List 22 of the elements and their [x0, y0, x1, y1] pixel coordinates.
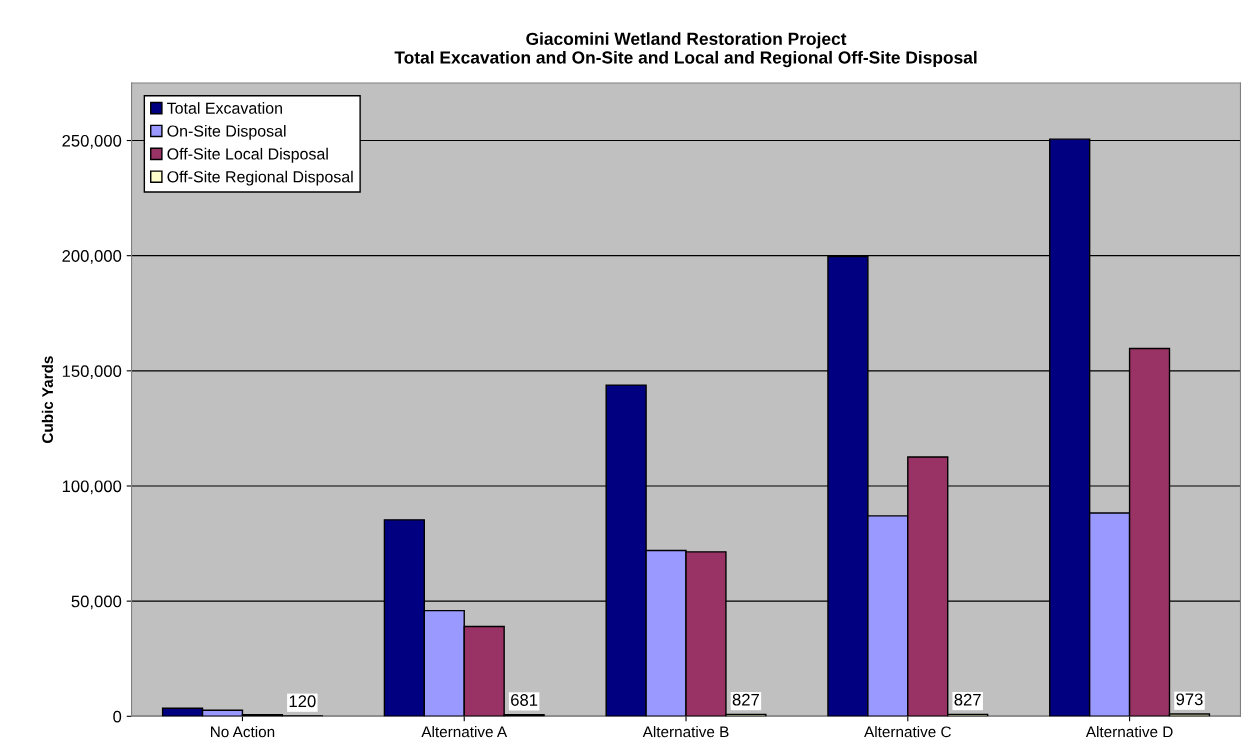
y-tick-label: 150,000: [62, 365, 122, 379]
y-tick-label: 50,000: [71, 595, 122, 610]
y-tick-label: 0: [113, 710, 122, 723]
x-tick-label: Alternative D: [1085, 726, 1173, 738]
y-tick-label: 200,000: [62, 250, 122, 264]
y-tick-label: 100,000: [62, 480, 122, 495]
x-tick-label: No Action: [211, 726, 275, 738]
y-tick-label: 250,000: [62, 134, 122, 149]
legend-label: Off-Site Local Disposal: [167, 147, 328, 163]
data-label: 827: [732, 693, 759, 706]
y-axis-title: Cubic Yards: [41, 356, 54, 444]
data-label: 120: [289, 695, 316, 708]
legend-label: On-Site Disposal: [167, 124, 286, 140]
x-tick-label: Alternative A: [421, 726, 508, 738]
data-label: 827: [954, 693, 981, 706]
data-label: 681: [511, 694, 538, 706]
legend-label: Off-Site Regional Disposal: [167, 170, 353, 186]
x-tick-label: Alternative B: [642, 726, 729, 738]
legend-label: Total Excavation: [167, 102, 282, 114]
data-label: 973: [1176, 693, 1203, 706]
chart-title: Giacomini Wetland Restoration Project Total Excavation and On-Site and Local and Regional Off-Site Disposal: [394, 32, 977, 68]
x-tick-label: Alternative C: [864, 726, 951, 738]
